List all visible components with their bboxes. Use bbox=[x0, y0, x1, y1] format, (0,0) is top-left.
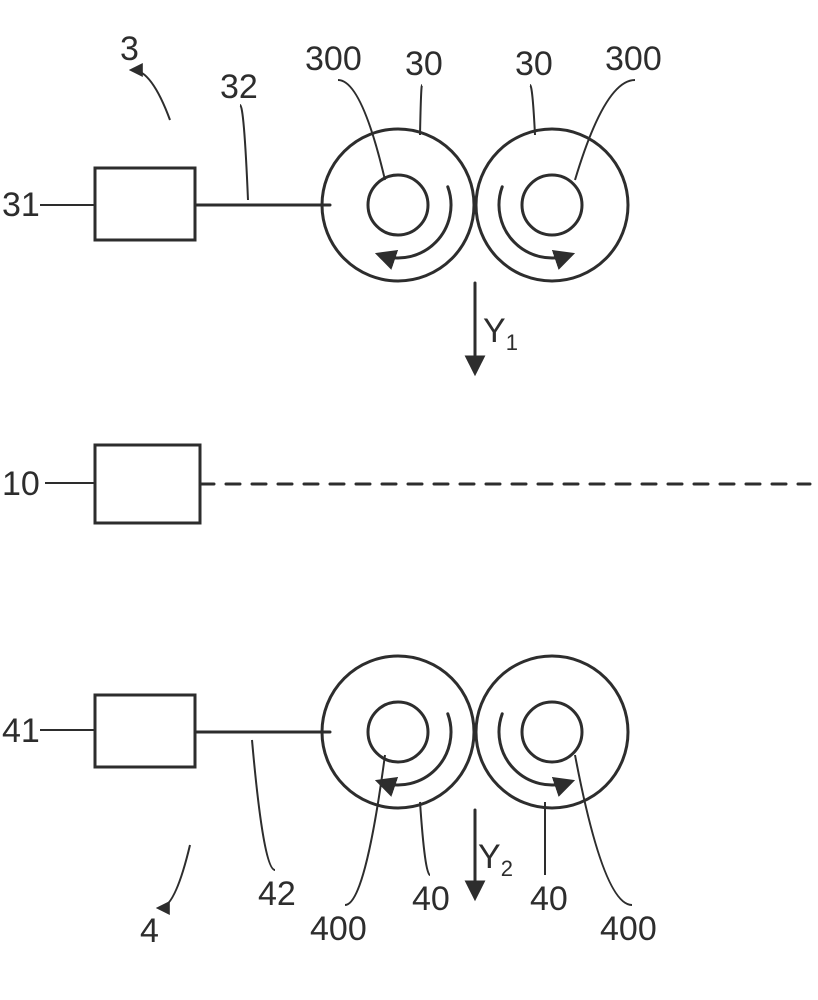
label-group-top: 3 bbox=[120, 30, 139, 69]
label-hub-top-left: 300 bbox=[305, 40, 362, 79]
label-roller-top-left: 30 bbox=[405, 45, 443, 84]
label-motor-bot: 41 bbox=[2, 712, 40, 751]
label-shaft-top: 32 bbox=[220, 68, 258, 107]
label-motor-top: 31 bbox=[2, 186, 40, 225]
label-hub-bot-right: 400 bbox=[600, 910, 657, 949]
label-mid-ref: 10 bbox=[2, 465, 40, 504]
label-output-top: Y1 bbox=[483, 312, 518, 356]
label-hub-top-right: 300 bbox=[605, 40, 662, 79]
label-output-bot: Y2 bbox=[478, 838, 513, 882]
label-shaft-bot: 42 bbox=[258, 875, 296, 914]
label-hub-bot-left: 400 bbox=[310, 910, 367, 949]
label-roller-top-right: 30 bbox=[515, 45, 553, 84]
label-roller-bot-left: 40 bbox=[412, 880, 450, 919]
label-roller-bot-right: 40 bbox=[530, 880, 568, 919]
diagram-canvas bbox=[0, 0, 818, 1000]
label-group-bot: 4 bbox=[140, 912, 159, 951]
